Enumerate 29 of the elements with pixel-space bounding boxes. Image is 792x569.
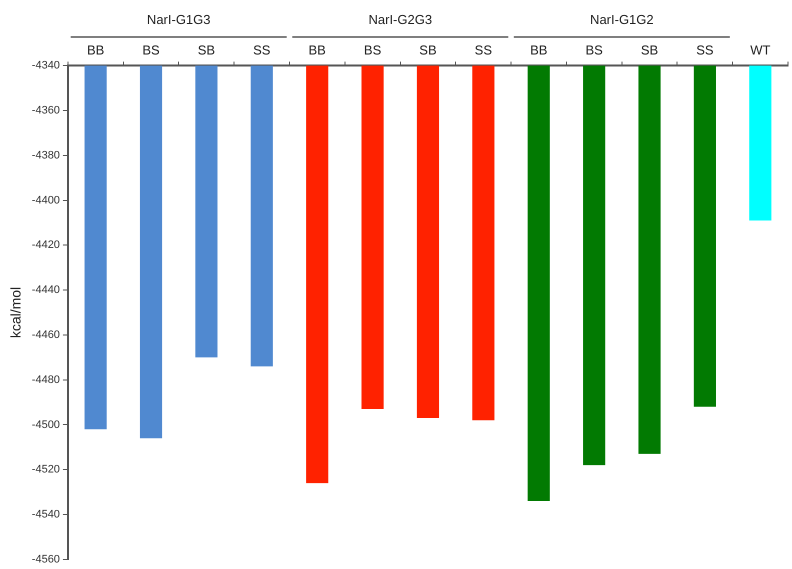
x-tick-label: BS bbox=[142, 42, 160, 58]
y-tick-label: -4460 bbox=[32, 328, 60, 341]
x-tick-label: SS bbox=[474, 42, 492, 58]
text: NarI-G1G2 bbox=[590, 12, 654, 27]
x-tick-label: BB bbox=[308, 42, 326, 58]
y-tick-label: -4400 bbox=[32, 194, 60, 206]
y-tick-label: -4480 bbox=[32, 374, 60, 386]
y-tick-label: -4360 bbox=[32, 104, 60, 117]
x-tick-label: BS bbox=[585, 42, 604, 58]
x-tick-label: BB bbox=[530, 42, 548, 58]
x-tick-label: BB bbox=[86, 42, 104, 58]
y-tick-label: -4380 bbox=[32, 149, 60, 162]
y-tick-label: -4420 bbox=[32, 239, 60, 252]
y-tick-label: -4440 bbox=[32, 284, 60, 296]
x-tick-label: BS bbox=[364, 42, 382, 58]
x-tick-label: WT bbox=[750, 42, 770, 58]
y-tick-label: -4500 bbox=[32, 418, 60, 431]
y-tick-label: -4540 bbox=[32, 508, 60, 521]
y-tick-label: -4560 bbox=[32, 553, 60, 566]
x-tick-label: SS bbox=[696, 42, 714, 58]
x-tick-label: SB bbox=[640, 42, 658, 58]
y-tick-label: -4520 bbox=[32, 464, 60, 476]
y-axis-title: kcal/mol bbox=[7, 286, 24, 338]
x-tick-label: SS bbox=[253, 42, 271, 58]
y-tick-label: -4340 bbox=[32, 60, 60, 72]
text: NarI-G2G3 bbox=[368, 12, 432, 27]
x-tick-label: SB bbox=[419, 42, 437, 58]
text: NarI-G1G3 bbox=[146, 12, 210, 27]
x-tick-label: SB bbox=[198, 42, 216, 58]
